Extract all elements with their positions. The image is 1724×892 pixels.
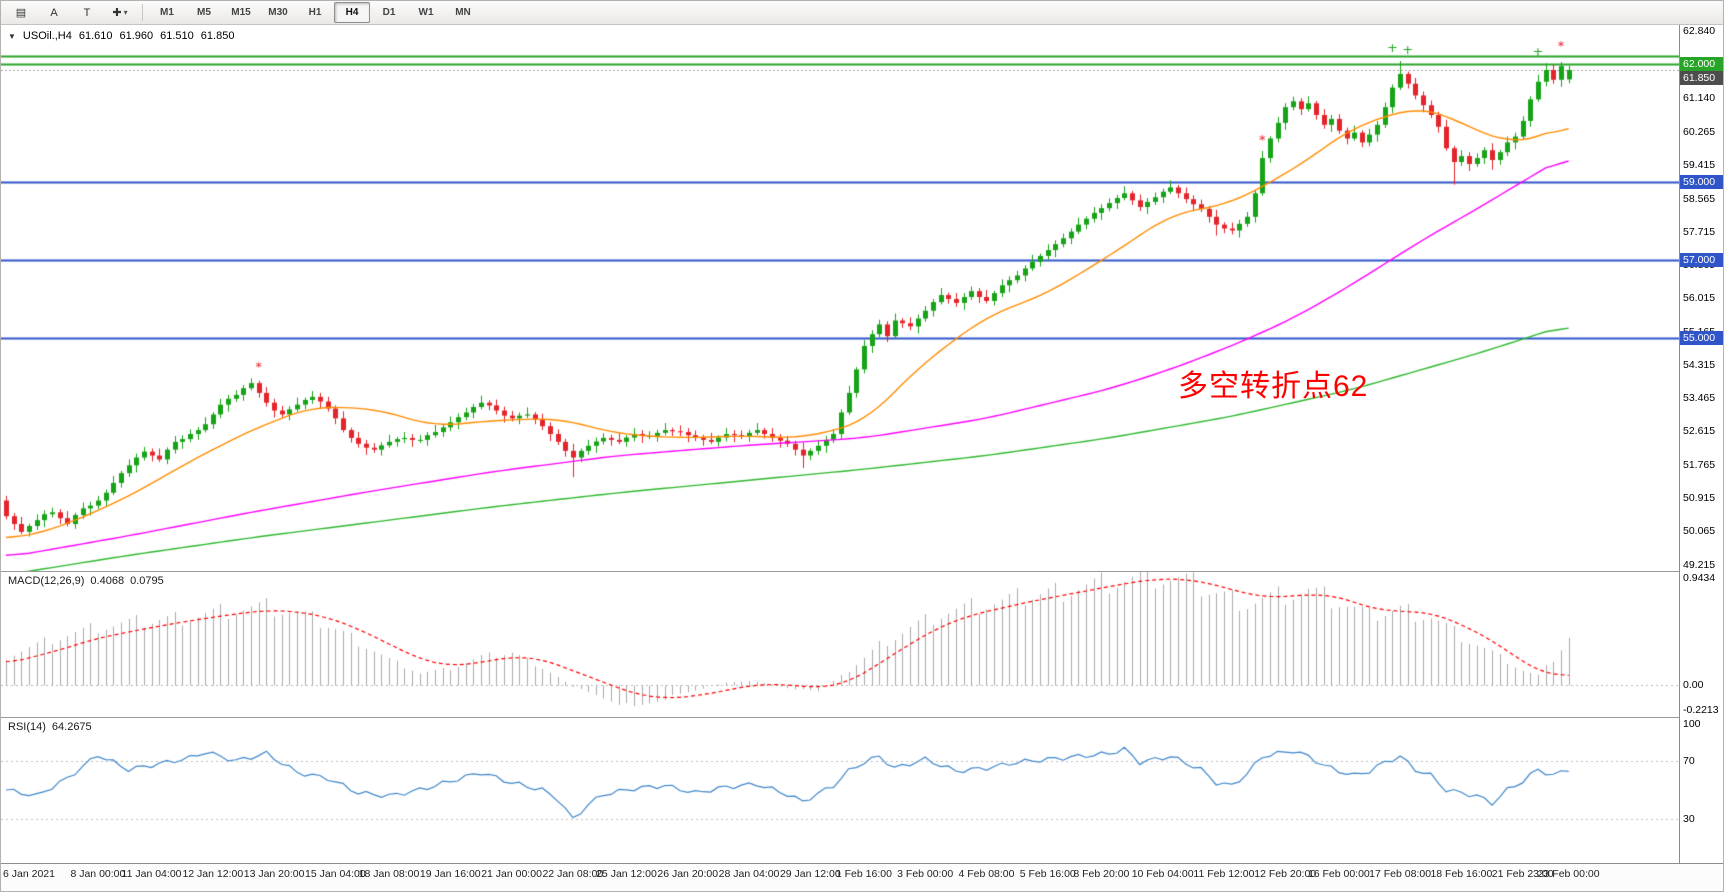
time-axis-label: 25 Jan 12:00 — [596, 868, 657, 880]
time-axis-label: 22 Jan 08:00 — [542, 868, 604, 880]
rsi-panel-separator[interactable] — [1, 717, 1723, 718]
time-axis-label: 16 Feb 00:00 — [1307, 868, 1370, 880]
level-price-badge: 55.000 — [1680, 331, 1723, 346]
time-axis[interactable] — [1, 863, 1723, 891]
macd-main-value: 0.4068 — [90, 575, 125, 587]
time-axis-label: 6 Jan 2021 — [3, 868, 55, 880]
price-axis-label: 51.765 — [1683, 458, 1716, 471]
time-axis-label: 28 Jan 04:00 — [718, 868, 780, 880]
price-axis-label: 60.265 — [1683, 126, 1716, 139]
level-price-badge: 62.000 — [1680, 57, 1723, 72]
time-axis-label: 13 Jan 20:00 — [243, 868, 305, 880]
arrow-tool-button[interactable]: A — [38, 2, 70, 23]
toolbar: ▤ A T ✚ ▾ M1 M5 M15 M30 H1 H4 D1 W1 MN — [1, 1, 1723, 25]
charts-grid-icon[interactable]: ▤ — [5, 2, 37, 23]
price-axis-label: 50.065 — [1683, 525, 1716, 538]
rsi-title: RSI(14) — [8, 721, 46, 733]
timeframe-m15[interactable]: M15 — [231, 7, 251, 18]
price-axis-label: 54.315 — [1683, 358, 1716, 371]
price-axis-label: 57.715 — [1683, 225, 1716, 238]
time-axis-label: 11 Feb 12:00 — [1193, 868, 1255, 880]
time-axis-label: 26 Jan 20:00 — [657, 868, 719, 880]
price-axis-label: 52.615 — [1683, 425, 1716, 438]
time-axis-label: 8 Feb 20:00 — [1073, 868, 1130, 880]
macd-indicator-chart[interactable] — [1, 571, 1679, 717]
time-axis-label: 3 Feb 00:00 — [897, 868, 954, 880]
price-axis[interactable] — [1679, 25, 1723, 863]
chevron-down-icon: ▾ — [123, 8, 128, 17]
price-axis-label: 58.565 — [1683, 192, 1716, 205]
draw-tool-button[interactable]: ✚ ▾ — [104, 2, 136, 23]
timeframe-w1[interactable]: W1 — [418, 7, 434, 18]
timeframe-h1[interactable]: H1 — [308, 7, 322, 18]
timeframe-h4[interactable]: H4 — [334, 2, 370, 23]
symbol-label: USOil.,H4 — [22, 30, 72, 42]
chart-text-annotation[interactable]: 多空转折点62 — [1177, 369, 1369, 403]
time-axis-label: 1 Feb 16:00 — [835, 868, 892, 880]
text-tool-glyph: T — [83, 6, 91, 19]
time-axis-label: 17 Feb 08:00 — [1369, 868, 1432, 880]
level-price-badge: 59.000 — [1680, 174, 1723, 189]
toolbar-separator — [142, 4, 143, 21]
timeframe-mn[interactable]: MN — [455, 7, 471, 18]
price-axis-label: 62.840 — [1683, 25, 1716, 38]
price-axis-label: 53.465 — [1683, 392, 1716, 405]
rsi-indicator-chart[interactable] — [1, 717, 1679, 863]
crosshair-icon: ✚ — [112, 7, 122, 19]
quote-line: ▼ USOil.,H4 61.610 61.960 61.510 61.850 — [8, 30, 234, 42]
time-axis-label: 12 Jan 12:00 — [182, 868, 244, 880]
price-axis-label: 59.415 — [1683, 159, 1716, 172]
charts-grid-glyph: ▤ — [15, 7, 27, 19]
time-axis-label: 12 Feb 20:00 — [1254, 868, 1317, 880]
close-value: 61.850 — [200, 30, 235, 42]
macd-signal-value: 0.0795 — [130, 575, 164, 587]
time-axis-label: 29 Jan 12:00 — [779, 868, 841, 880]
timeframe-m1[interactable]: M1 — [160, 7, 174, 18]
time-axis-label: 21 Feb 23:00 — [1491, 868, 1554, 880]
high-value: 61.960 — [119, 30, 154, 42]
low-value: 61.510 — [160, 30, 194, 42]
price-axis-label: 56.015 — [1683, 292, 1716, 305]
macd-panel-separator[interactable] — [1, 571, 1723, 572]
time-axis-label: 5 Feb 16:00 — [1019, 868, 1076, 880]
open-value: 61.610 — [78, 30, 113, 42]
rsi-value: 64.2675 — [51, 721, 92, 733]
time-axis-label: 15 Jan 04:00 — [305, 868, 366, 880]
text-tool-button[interactable]: T — [71, 2, 103, 23]
price-axis-label: 49.215 — [1683, 558, 1716, 571]
main-price-chart[interactable] — [1, 25, 1679, 571]
macd-axis-label: 0.9434 — [1683, 572, 1716, 584]
price-axis-label: 61.140 — [1683, 91, 1716, 104]
timeframe-m5[interactable]: M5 — [197, 7, 211, 18]
rsi-header: RSI(14) 64.2675 — [8, 721, 92, 733]
time-axis-label: 10 Feb 04:00 — [1131, 868, 1194, 880]
macd-axis-label: 0.00 — [1683, 678, 1704, 691]
time-axis-label: 19 Jan 16:00 — [419, 868, 481, 880]
level-price-badge: 57.000 — [1680, 252, 1723, 267]
timeframe-m30[interactable]: M30 — [268, 7, 288, 18]
rsi-axis-label: 70 — [1683, 754, 1695, 767]
time-axis-label: 18 Feb 16:00 — [1430, 868, 1493, 880]
time-axis-label: 4 Feb 08:00 — [958, 868, 1015, 880]
time-axis-label: 11 Jan 04:00 — [121, 868, 182, 880]
macd-header: MACD(12,26,9) 0.4068 0.0795 — [8, 575, 164, 587]
macd-axis-label: -0.2213 — [1683, 704, 1719, 716]
current-price-badge: 61.850 — [1680, 71, 1723, 86]
time-axis-label: 18 Jan 08:00 — [358, 868, 420, 880]
rsi-axis-label: 30 — [1683, 813, 1695, 826]
price-axis-label: 50.915 — [1683, 492, 1716, 504]
collapse-icon[interactable]: ▼ — [8, 31, 16, 41]
rsi-axis-label: 100 — [1683, 718, 1701, 730]
time-axis-label: 23 Feb 00:00 — [1537, 868, 1600, 880]
time-axis-label: 8 Jan 00:00 — [70, 868, 126, 880]
arrow-tool-glyph: A — [50, 6, 58, 19]
time-axis-label: 21 Jan 00:00 — [481, 868, 542, 880]
macd-title: MACD(12,26,9) — [8, 575, 85, 587]
timeframe-d1[interactable]: D1 — [382, 7, 396, 18]
